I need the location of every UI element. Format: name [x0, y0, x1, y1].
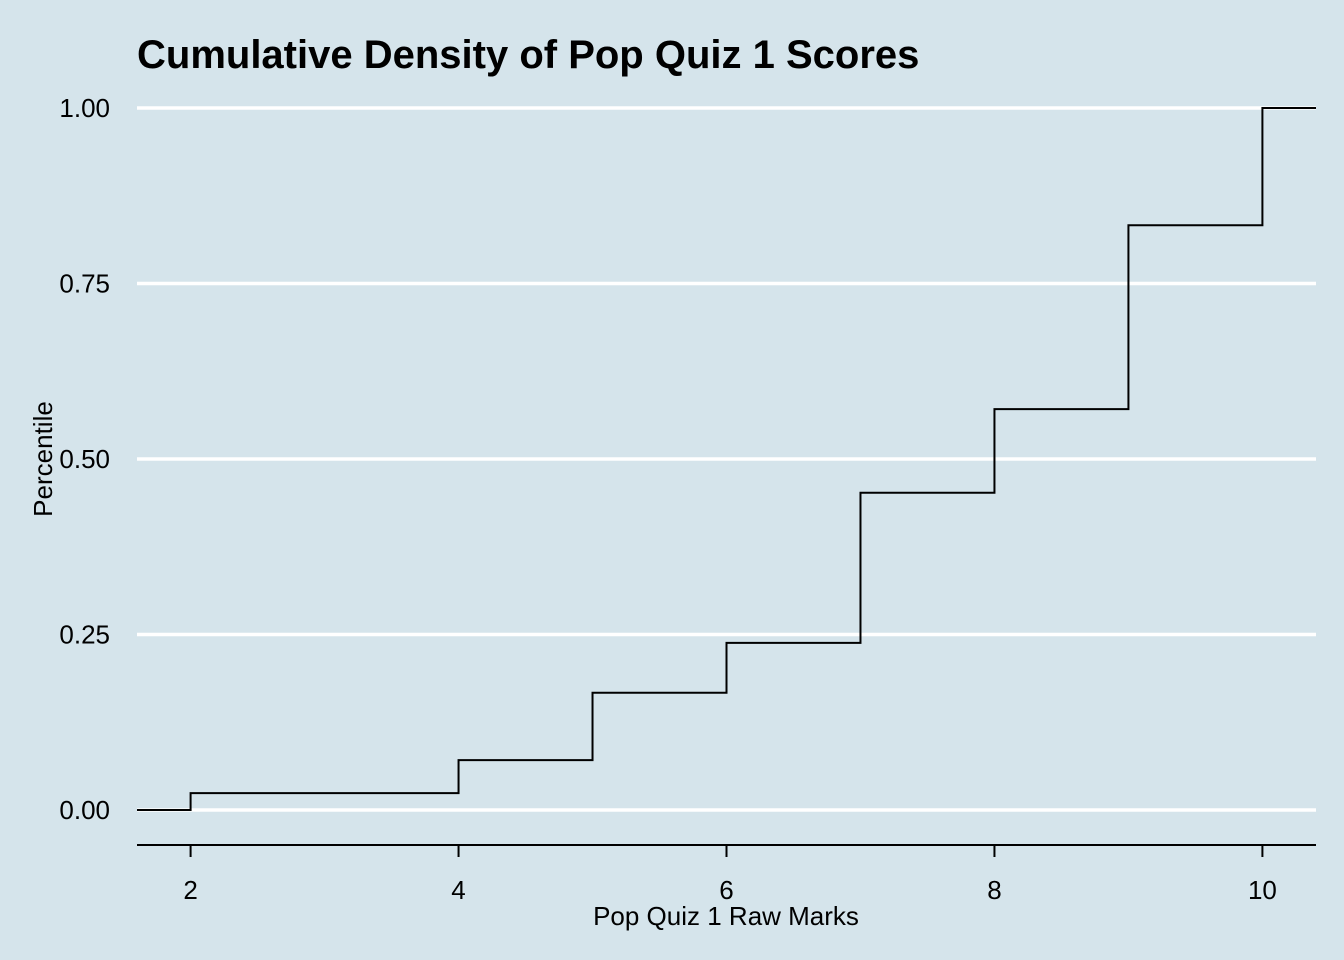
x-tick-label: 6 — [719, 875, 733, 905]
x-tick-label: 10 — [1248, 875, 1277, 905]
y-tick-label: 0.00 — [59, 795, 110, 825]
x-axis-title: Pop Quiz 1 Raw Marks — [593, 901, 859, 931]
x-tick-label: 4 — [451, 875, 465, 905]
y-tick-label: 0.75 — [59, 269, 110, 299]
x-tick-label: 2 — [183, 875, 197, 905]
y-axis-tick-labels: 0.00 0.25 0.50 0.75 1.00 — [59, 93, 110, 825]
y-tick-label: 0.50 — [59, 444, 110, 474]
x-tick-label: 8 — [987, 875, 1001, 905]
chart-title: Cumulative Density of Pop Quiz 1 Scores — [137, 33, 919, 77]
y-tick-label: 0.25 — [59, 620, 110, 650]
grid-lines — [137, 106, 1316, 812]
x-axis: 2 4 6 8 10 — [137, 844, 1316, 905]
y-axis-title: Percentile — [28, 401, 58, 517]
y-tick-label: 1.00 — [59, 93, 110, 123]
ecdf-step-line — [137, 107, 1316, 811]
